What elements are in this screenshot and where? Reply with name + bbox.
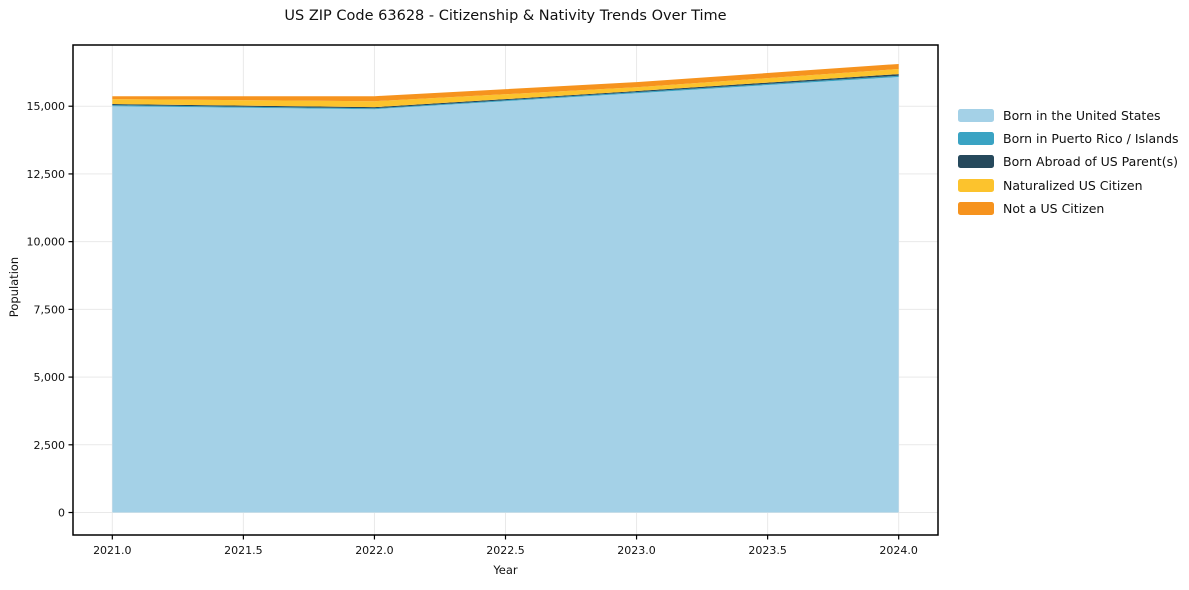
y-tick-label: 12,500 xyxy=(27,168,66,181)
x-axis-label: Year xyxy=(493,563,518,577)
area-series-3 xyxy=(112,68,899,108)
legend-item: Naturalized US Citizen xyxy=(958,174,1179,197)
legend-item: Born in the United States xyxy=(958,104,1179,127)
x-tick-label: 2021.5 xyxy=(224,544,263,557)
y-tick-label: 2,500 xyxy=(34,439,66,452)
y-tick-label: 5,000 xyxy=(34,371,66,384)
legend-swatch-born-abroad xyxy=(958,155,994,169)
x-tick-label: 2022.0 xyxy=(355,544,394,557)
y-tick-label: 0 xyxy=(58,507,65,520)
legend-item: Born in Puerto Rico / Islands xyxy=(958,127,1179,150)
legend-label-born-pr: Born in Puerto Rico / Islands xyxy=(1003,131,1179,147)
area-series-4 xyxy=(112,63,899,102)
y-tick-label: 10,000 xyxy=(27,236,66,249)
legend-swatch-born-pr xyxy=(958,132,994,146)
legend-swatch-naturalized xyxy=(958,178,994,192)
area-series-0 xyxy=(112,76,899,513)
legend-label-not-citizen: Not a US Citizen xyxy=(1003,200,1105,216)
x-tick-label: 2023.5 xyxy=(748,544,787,557)
y-axis-label: Population xyxy=(7,256,21,318)
legend-label-born-us: Born in the United States xyxy=(1003,108,1161,124)
legend-label-born-abroad: Born Abroad of US Parent(s) xyxy=(1003,154,1178,170)
legend-item: Not a US Citizen xyxy=(958,197,1179,220)
x-tick-label: 2024.0 xyxy=(879,544,918,557)
y-tick-label: 7,500 xyxy=(34,303,66,316)
legend: Born in the United States Born in Puerto… xyxy=(958,104,1179,220)
x-tick-label: 2023.0 xyxy=(617,544,656,557)
chart-title: US ZIP Code 63628 - Citizenship & Nativi… xyxy=(284,8,727,24)
legend-label-naturalized: Naturalized US Citizen xyxy=(1003,177,1143,193)
x-tick-label: 2021.0 xyxy=(93,544,132,557)
legend-swatch-born-us xyxy=(958,109,994,123)
legend-item: Born Abroad of US Parent(s) xyxy=(958,150,1179,173)
x-tick-label: 2022.5 xyxy=(486,544,525,557)
legend-swatch-not-citizen xyxy=(958,201,994,215)
y-tick-label: 15,000 xyxy=(27,100,66,113)
